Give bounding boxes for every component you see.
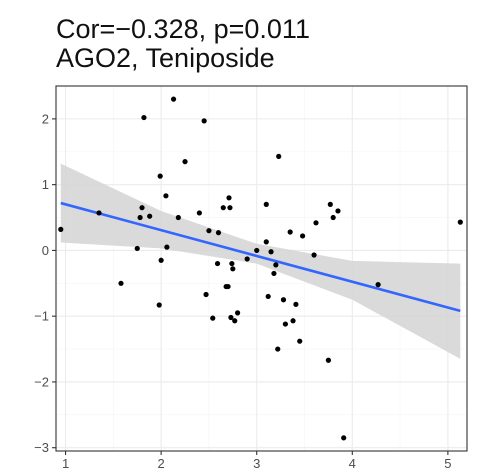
data-point bbox=[220, 205, 226, 211]
data-point bbox=[170, 96, 177, 102]
data-point bbox=[141, 114, 147, 121]
data-point bbox=[201, 118, 207, 124]
data-point bbox=[311, 252, 317, 258]
data-point bbox=[226, 195, 232, 201]
data-point bbox=[210, 315, 216, 321]
data-point bbox=[263, 201, 269, 207]
data-point bbox=[293, 301, 299, 307]
data-point bbox=[203, 291, 209, 298]
data-point bbox=[254, 247, 260, 254]
y-tick-label: 1 bbox=[42, 177, 49, 192]
data-points bbox=[58, 96, 463, 441]
data-point bbox=[235, 310, 241, 316]
data-point bbox=[335, 208, 341, 214]
data-point bbox=[341, 435, 347, 441]
data-point bbox=[282, 321, 288, 327]
data-point bbox=[276, 153, 282, 159]
data-point bbox=[375, 282, 381, 288]
data-point bbox=[163, 193, 169, 199]
data-point bbox=[196, 210, 202, 216]
data-point bbox=[268, 249, 274, 255]
data-point bbox=[265, 293, 271, 300]
data-point bbox=[158, 257, 164, 263]
x-tick-label: 5 bbox=[444, 456, 451, 471]
y-tick-label: −1 bbox=[34, 309, 49, 324]
data-point bbox=[457, 219, 463, 225]
x-tick-label: 2 bbox=[158, 456, 165, 471]
data-point bbox=[139, 205, 145, 211]
data-point bbox=[327, 201, 333, 207]
data-point bbox=[147, 213, 153, 219]
data-point bbox=[287, 229, 293, 235]
regression-line bbox=[60, 201, 461, 313]
chart-subtitle: AGO2, Teniposide bbox=[56, 43, 275, 73]
data-point bbox=[244, 256, 250, 262]
y-axis: −3 −2 −1 0 1 2 bbox=[34, 111, 56, 455]
data-point bbox=[263, 239, 269, 245]
data-point bbox=[96, 210, 102, 216]
y-tick-label: −2 bbox=[34, 374, 49, 389]
y-tick-label: 0 bbox=[42, 243, 49, 258]
data-point bbox=[182, 159, 188, 165]
x-tick-label: 3 bbox=[253, 456, 260, 471]
data-point bbox=[206, 228, 212, 234]
data-point bbox=[297, 338, 303, 344]
data-point bbox=[313, 220, 319, 226]
data-point bbox=[157, 173, 163, 179]
data-point bbox=[156, 302, 162, 308]
x-tick-label: 1 bbox=[62, 456, 69, 471]
data-point bbox=[58, 226, 64, 232]
panel-border bbox=[55, 85, 468, 452]
data-point bbox=[300, 233, 306, 239]
data-point bbox=[227, 205, 233, 211]
data-point bbox=[330, 214, 336, 221]
data-point bbox=[280, 297, 287, 303]
data-point bbox=[214, 260, 221, 267]
data-point bbox=[325, 357, 332, 363]
data-point bbox=[164, 244, 170, 250]
data-point bbox=[215, 230, 222, 236]
data-point bbox=[134, 245, 140, 252]
data-point bbox=[225, 283, 231, 290]
data-point bbox=[175, 214, 181, 221]
data-point bbox=[271, 270, 277, 277]
chart-title: Cor=−0.328, p=0.011 bbox=[56, 14, 310, 44]
data-point bbox=[273, 262, 279, 268]
y-tick-label: −3 bbox=[34, 440, 49, 455]
data-point bbox=[228, 314, 234, 321]
data-point bbox=[229, 260, 235, 267]
confidence-band bbox=[60, 163, 461, 359]
data-point bbox=[232, 318, 238, 324]
x-tick-label: 4 bbox=[349, 456, 356, 471]
x-axis: 1 2 3 4 5 bbox=[62, 451, 452, 471]
data-point bbox=[290, 318, 296, 324]
data-point bbox=[118, 280, 124, 286]
data-point bbox=[137, 214, 143, 221]
y-tick-label: 2 bbox=[42, 111, 49, 126]
data-point bbox=[275, 346, 281, 352]
data-point bbox=[230, 266, 236, 272]
